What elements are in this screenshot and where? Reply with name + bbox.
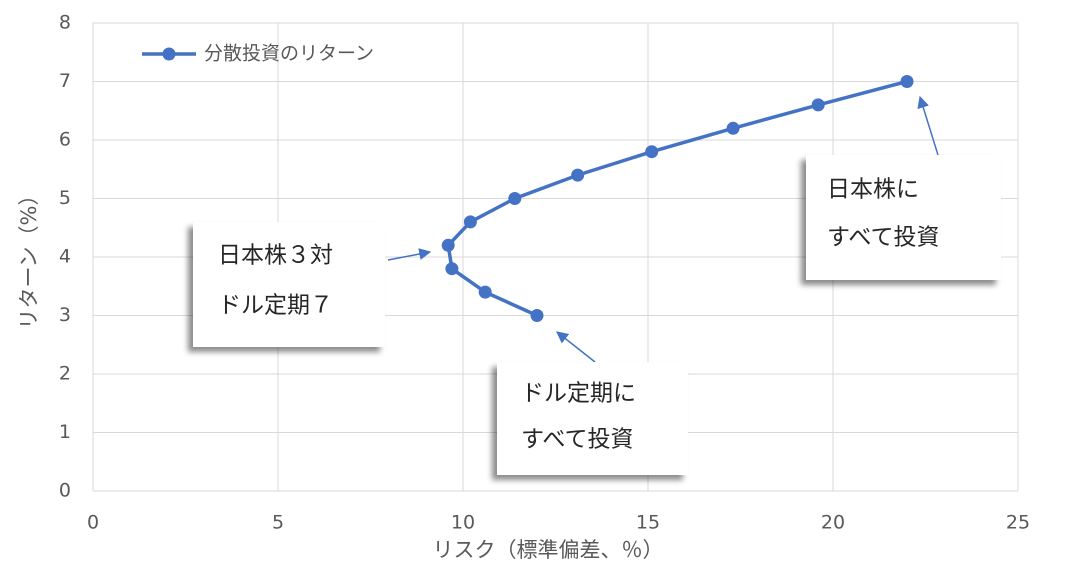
- annotation-text: 日本株に: [827, 177, 919, 203]
- y-tick-label: 3: [59, 304, 71, 326]
- data-point: [478, 285, 492, 299]
- y-tick-label: 2: [59, 363, 71, 385]
- x-tick-label: 20: [821, 512, 845, 534]
- x-axis-label: リスク（標準偏差、％）: [433, 538, 664, 562]
- annotation-text: ドル定期に: [521, 381, 636, 407]
- annotation-arrow: [556, 331, 596, 363]
- x-tick-label: 5: [272, 512, 284, 534]
- data-point: [441, 238, 455, 252]
- annotation-text: 日本株３対: [218, 243, 333, 269]
- annotation-text: すべて投資: [521, 427, 633, 453]
- data-point: [445, 262, 459, 276]
- y-tick-label: 6: [59, 129, 71, 151]
- x-tick-label: 25: [1006, 512, 1030, 534]
- annotation-text: ドル定期７: [218, 293, 333, 319]
- annotation-arrow: [387, 248, 432, 261]
- legend-label: 分散投資のリターン: [204, 43, 374, 65]
- y-tick-label: 5: [59, 187, 71, 209]
- annotation-text: すべて投資: [827, 225, 939, 251]
- y-tick-label: 7: [59, 70, 71, 92]
- legend-marker: [162, 47, 176, 61]
- x-tick-label: 15: [636, 512, 660, 534]
- y-tick-label: 4: [59, 246, 71, 268]
- data-point: [508, 192, 522, 205]
- y-tick-label: 0: [59, 480, 71, 502]
- data-point: [726, 121, 740, 135]
- data-point: [571, 168, 585, 182]
- annotation-box: [806, 155, 1001, 280]
- annotation-box: [497, 362, 688, 475]
- y-tick-label: 8: [59, 12, 71, 34]
- x-tick-label: 0: [87, 512, 99, 534]
- data-point: [900, 75, 914, 88]
- data-point: [811, 98, 825, 112]
- x-tick-label: 10: [451, 512, 475, 534]
- data-point: [530, 309, 544, 322]
- annotation-arrow: [917, 95, 939, 156]
- data-point: [463, 215, 477, 229]
- annotation-box: [193, 222, 385, 347]
- y-axis-label: リターン（%）: [17, 185, 41, 330]
- data-point: [645, 145, 659, 159]
- y-tick-label: 1: [59, 421, 71, 443]
